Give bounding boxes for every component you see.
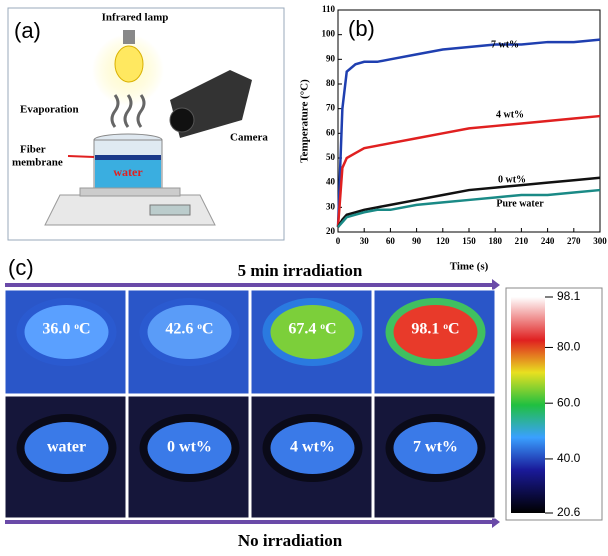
x-tick-label: 0 (336, 236, 341, 246)
x-tick-label: 90 (412, 236, 422, 246)
x-tick-label: 180 (488, 236, 502, 246)
x-tick-label: 60 (386, 236, 396, 246)
fiber-label: membrane (12, 157, 63, 169)
x-tick-label: 120 (436, 236, 450, 246)
sample-label: 7 wt% (413, 439, 458, 456)
y-tick-label: 100 (322, 29, 336, 39)
panel-label: (b) (348, 16, 375, 41)
x-tick-label: 150 (462, 236, 476, 246)
colorbar-tick-label: 98.1 (557, 289, 581, 303)
series-label: 7 wt% (491, 39, 519, 50)
water-label: water (113, 165, 143, 179)
panel-c: (c) 5 min irradiation No irradiation 36.… (5, 255, 602, 550)
x-tick-label: 30 (360, 236, 370, 246)
panel-a: (a) Infrared lamp Evaporation Camera wat… (8, 8, 284, 240)
x-tick-label: 300 (593, 236, 607, 246)
colorbar-tick-label: 20.6 (557, 505, 581, 519)
y-tick-label: 60 (326, 127, 336, 137)
x-tick-label: 240 (541, 236, 555, 246)
series-label: 4 wt% (496, 109, 524, 120)
colorbar-tick-label: 40.0 (557, 451, 581, 465)
sample-label: 4 wt% (290, 439, 335, 456)
balance-display (150, 205, 190, 215)
temperature-label: 36.0 ᵒC (42, 321, 90, 338)
y-tick-label: 80 (326, 78, 336, 88)
series-line (338, 190, 600, 227)
membrane (95, 155, 161, 160)
bottom-title: No irradiation (238, 531, 343, 550)
sample-label: water (47, 439, 86, 456)
arrow (68, 156, 94, 157)
lamp-label: Infrared lamp (102, 12, 169, 24)
top-title: 5 min irradiation (238, 261, 363, 280)
x-tick-label: 270 (567, 236, 581, 246)
balance-plate (80, 188, 180, 196)
arrow (5, 279, 500, 291)
y-axis-label: Temperature (°C) (299, 79, 311, 163)
colorbar-tick-label: 80.0 (557, 340, 581, 354)
lamp-socket (123, 30, 135, 44)
y-tick-label: 110 (322, 4, 336, 14)
y-tick-label: 40 (326, 177, 336, 187)
colorbar (511, 297, 545, 513)
series-label: 0 wt% (498, 174, 526, 185)
camera-lens (170, 108, 194, 132)
y-tick-label: 30 (326, 201, 336, 211)
temperature-label: 42.6 ᵒC (165, 321, 213, 338)
y-tick-label: 70 (326, 103, 336, 113)
temperature-label: 67.4 ᵒC (288, 321, 336, 338)
figure: (a) Infrared lamp Evaporation Camera wat… (0, 0, 608, 551)
panel-label: (c) (8, 255, 34, 280)
temperature-label: 98.1 ᵒC (411, 321, 459, 338)
y-tick-label: 90 (326, 53, 336, 63)
panel-b: (b) Temperature (°C) Time (s) 20 30 40 50 60… (299, 4, 608, 272)
fiber-label: Fiber (20, 144, 46, 156)
series-line (338, 178, 600, 227)
camera-label: Camera (230, 132, 268, 144)
sample-label: 0 wt% (167, 439, 212, 456)
evaporation-label: Evaporation (20, 104, 79, 116)
series-label: Pure water (496, 198, 544, 209)
y-tick-label: 20 (326, 226, 336, 236)
panel-label: (a) (14, 18, 41, 43)
x-axis-label: Time (s) (450, 261, 489, 273)
y-tick-label: 50 (326, 152, 336, 162)
lamp-bulb (115, 46, 143, 82)
x-tick-label: 210 (515, 236, 529, 246)
colorbar-tick-label: 60.0 (557, 395, 581, 409)
